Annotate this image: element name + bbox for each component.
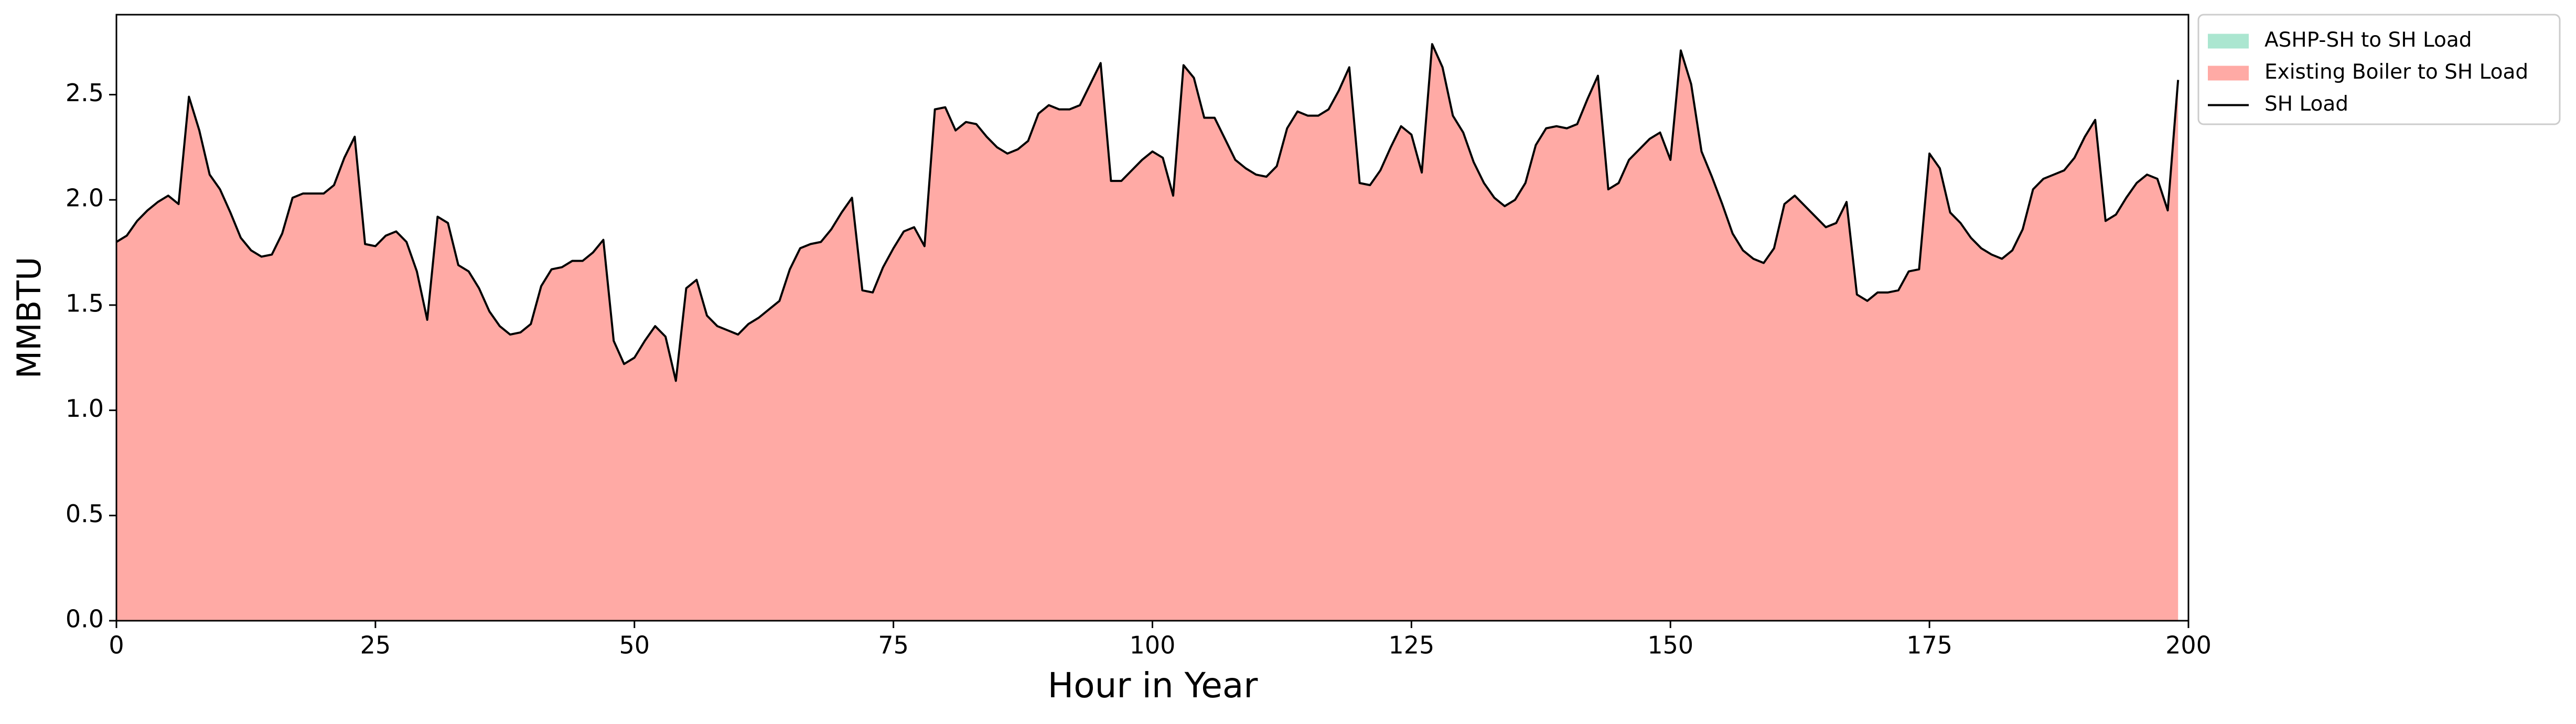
- legend-label: SH Load: [2264, 92, 2348, 116]
- legend-frame: [2197, 14, 2561, 125]
- legend-swatch: [2208, 34, 2249, 49]
- x-tick-label: 0: [109, 631, 124, 660]
- y-tick-label: 0.5: [66, 500, 104, 528]
- legend-swatch: [2208, 66, 2249, 81]
- x-axis-label: Hour in Year: [1048, 665, 1259, 706]
- y-tick-label: 2.0: [66, 184, 104, 212]
- x-tick-label: 125: [1388, 631, 1434, 660]
- x-tick-label: 75: [878, 631, 909, 660]
- legend-label: ASHP-SH to SH Load: [2264, 28, 2472, 52]
- area: [116, 44, 2178, 621]
- x-tick-label: 200: [2165, 631, 2212, 660]
- legend: ASHP-SH to SH Load Existing Boiler to SH …: [2197, 14, 2561, 125]
- y-tick-label: 1.0: [66, 394, 104, 423]
- x-tick-label: 25: [360, 631, 391, 660]
- y-tick-label: 0.0: [66, 605, 104, 633]
- x-tick-label: 50: [619, 631, 650, 660]
- x-tick-label: 100: [1130, 631, 1176, 660]
- legend-label: Existing Boiler to SH Load: [2264, 60, 2528, 84]
- y-axis-label: MMBTU: [10, 257, 48, 379]
- x-tick-label: 175: [1906, 631, 1952, 660]
- y-tick-label: 1.5: [66, 289, 104, 317]
- x-tick-label: 150: [1647, 631, 1693, 660]
- y-tick-label: 2.5: [66, 79, 104, 107]
- line: [115, 43, 2180, 382]
